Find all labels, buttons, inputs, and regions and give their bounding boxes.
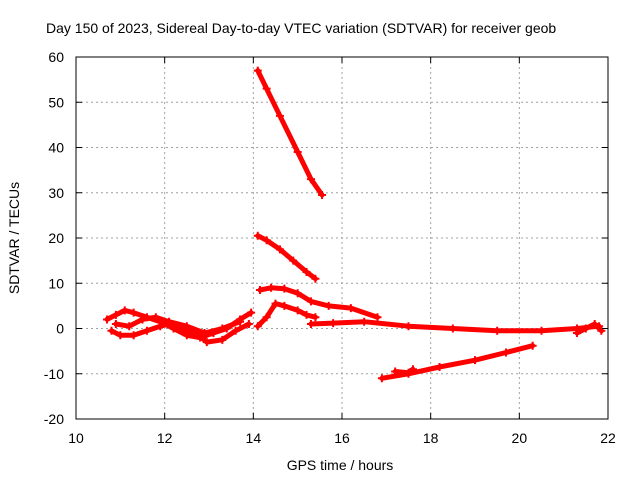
data-point <box>236 317 245 326</box>
series-group <box>103 66 606 383</box>
data-point <box>111 310 120 319</box>
data-point <box>318 191 327 200</box>
data-point <box>377 374 386 383</box>
data-point <box>255 286 264 295</box>
x-tick-label: 10 <box>68 430 84 446</box>
data-point <box>391 367 400 376</box>
data-point <box>275 111 284 120</box>
y-tick-label: 40 <box>48 140 64 156</box>
x-tick-label: 14 <box>246 430 262 446</box>
data-point <box>142 326 151 335</box>
data-point <box>471 356 479 365</box>
data-point <box>231 326 240 335</box>
y-tick-label: 10 <box>48 275 64 291</box>
data-point <box>329 319 338 328</box>
data-point <box>302 310 311 319</box>
data-point <box>404 322 413 331</box>
data-point <box>247 308 256 317</box>
y-tick-label: 50 <box>48 94 64 110</box>
x-tick-label: 22 <box>600 430 616 446</box>
data-point <box>200 329 209 338</box>
data-point <box>360 317 369 326</box>
data-point <box>448 324 457 333</box>
data-point <box>129 331 138 340</box>
data-point <box>138 315 147 324</box>
x-axis-label: GPS time / hours <box>287 457 394 473</box>
data-point <box>311 313 320 322</box>
data-point <box>306 297 315 306</box>
data-point <box>502 348 511 357</box>
ticks <box>75 56 609 420</box>
data-point <box>346 304 355 313</box>
series-track-1 <box>255 68 325 198</box>
data-point <box>107 326 116 335</box>
data-point <box>182 322 191 331</box>
data-point <box>129 308 138 317</box>
x-tick-label: 18 <box>423 430 439 446</box>
data-point <box>302 267 311 276</box>
data-point <box>324 301 333 310</box>
y-tick-label: 0 <box>56 321 64 337</box>
data-point <box>581 324 590 333</box>
grid <box>76 57 608 419</box>
data-point <box>253 66 262 75</box>
data-point <box>528 341 537 350</box>
data-point <box>244 319 253 328</box>
chart-title: Day 150 of 2023, Sidereal Day-to-day VTE… <box>46 20 556 36</box>
data-point <box>262 84 271 93</box>
y-tick-label: 20 <box>48 230 64 246</box>
y-tick-label: 30 <box>48 185 64 201</box>
data-point <box>151 313 160 322</box>
data-point <box>311 274 320 283</box>
data-point <box>572 329 581 338</box>
data-point <box>116 331 125 340</box>
data-point <box>373 313 382 322</box>
data-point <box>289 256 298 265</box>
data-point <box>306 175 315 184</box>
data-point <box>293 306 302 315</box>
data-point <box>218 324 227 333</box>
data-point <box>597 326 606 335</box>
data-point <box>293 148 302 157</box>
x-tick-label: 16 <box>334 430 350 446</box>
data-point <box>493 326 502 335</box>
y-tick-labels: -20 -10 0 10 20 30 40 50 60 <box>44 49 64 427</box>
data-point <box>435 362 444 371</box>
x-tick-label: 12 <box>157 430 173 446</box>
data-point <box>280 301 289 310</box>
y-tick-label: -20 <box>44 411 64 427</box>
data-point <box>267 283 276 292</box>
data-point <box>202 338 211 347</box>
data-point <box>306 319 315 328</box>
data-point <box>253 231 262 240</box>
data-point <box>111 319 120 328</box>
data-point <box>103 315 112 324</box>
data-point <box>408 365 417 374</box>
data-point <box>120 306 129 315</box>
data-point <box>590 319 599 328</box>
data-point <box>537 326 546 335</box>
data-point <box>271 299 280 308</box>
data-point <box>275 245 284 254</box>
data-point <box>280 284 289 293</box>
data-point <box>293 289 302 298</box>
y-axis-label: SDTVAR / TECUs <box>6 182 22 294</box>
x-tick-labels: 10 12 14 16 18 20 22 <box>68 430 616 446</box>
y-tick-label: 60 <box>48 49 64 65</box>
data-point <box>218 335 227 344</box>
data-point <box>404 368 413 377</box>
data-point <box>156 322 165 331</box>
data-point <box>125 322 134 331</box>
x-tick-label: 20 <box>512 430 528 446</box>
data-point <box>262 313 271 322</box>
y-tick-label: -10 <box>44 366 64 382</box>
series-track-6 <box>574 321 604 336</box>
data-point <box>165 317 174 326</box>
data-point <box>262 236 271 245</box>
data-point <box>253 322 262 331</box>
